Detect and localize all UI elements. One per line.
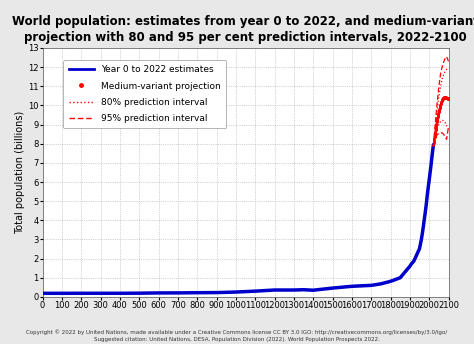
- Title: World population: estimates from year 0 to 2022, and medium-variant
projection w: World population: estimates from year 0 …: [12, 15, 474, 44]
- Text: Copyright © 2022 by United Nations, made available under a Creative Commons lice: Copyright © 2022 by United Nations, made…: [27, 330, 447, 342]
- Y-axis label: Total population (billions): Total population (billions): [15, 111, 25, 234]
- Legend: Year 0 to 2022 estimates, Medium-variant projection, 80% prediction interval, 95: Year 0 to 2022 estimates, Medium-variant…: [64, 60, 227, 128]
